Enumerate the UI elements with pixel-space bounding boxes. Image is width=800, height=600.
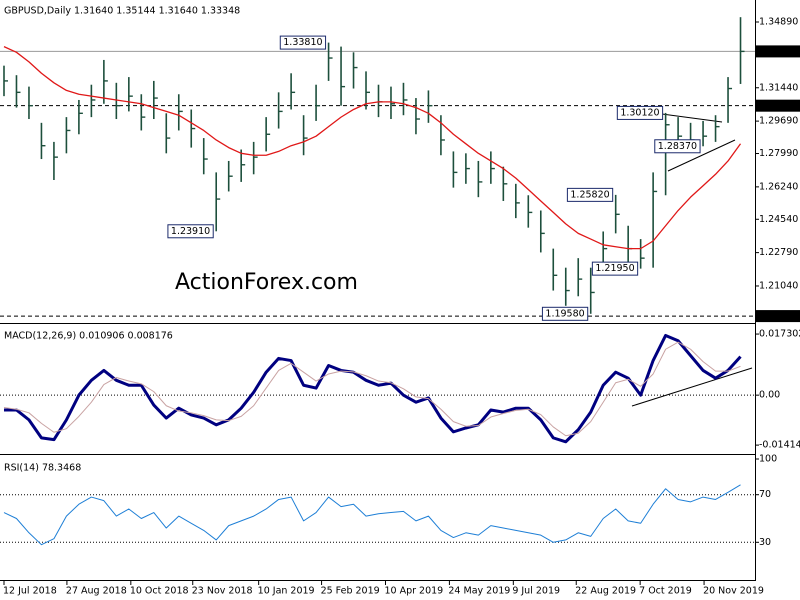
panel-title: MACD(12,26,9) 0.010906 0.008176 <box>4 331 173 342</box>
annotation-box <box>616 105 664 120</box>
panel-title: GBPUSD,Daily 1.31640 1.35144 1.31640 1.3… <box>4 6 240 17</box>
y-tick-label: 0.00 <box>759 390 780 401</box>
x-tick-label: 22 Aug 2019 <box>575 586 636 597</box>
macd-line <box>3 341 741 437</box>
watermark: ActionForex.com <box>175 270 358 295</box>
y-tick-label: 70 <box>759 489 771 500</box>
annotation-box <box>654 139 701 154</box>
annotation-label: 1.28370 <box>658 141 697 152</box>
x-tick-label: 10 Oct 2018 <box>130 586 189 597</box>
x-tick-label: 25 Feb 2019 <box>321 586 380 597</box>
moving-average <box>3 46 742 250</box>
y-tick-label: 1.26240 <box>759 181 798 192</box>
trend-line <box>661 113 723 123</box>
y-tick-label: 1.19460 <box>759 311 798 322</box>
y-tick-label: 0.017302 <box>759 329 800 340</box>
y-tick-label: 1.29690 <box>759 116 798 127</box>
annotation-box <box>279 35 327 50</box>
y-tick-label: 1.21040 <box>759 280 798 291</box>
price-label-bg <box>756 99 800 112</box>
trend-line <box>667 139 736 172</box>
macd-line <box>3 333 742 444</box>
trend-line <box>631 367 753 407</box>
y-tick-label: -0.014148 <box>759 440 800 451</box>
x-tick-label: 9 Jul 2019 <box>512 586 560 597</box>
x-tick-label: 12 Jul 2018 <box>3 586 57 597</box>
y-tick-label: 100 <box>759 454 777 465</box>
annotation-label: 1.33810 <box>283 37 322 48</box>
y-tick-label: 1.27990 <box>759 148 798 159</box>
x-tick-label: 7 Oct 2019 <box>639 586 692 597</box>
x-tick-label: 24 May 2019 <box>448 586 510 597</box>
annotation-label: 1.25820 <box>570 189 609 200</box>
price-label-bg <box>756 310 800 323</box>
x-tick-label: 10 Jan 2019 <box>258 586 315 597</box>
y-tick-label: 1.30500 <box>759 100 798 111</box>
x-tick-label: 10 Apr 2019 <box>384 586 443 597</box>
x-tick-label: 23 Nov 2018 <box>192 586 253 597</box>
y-tick-label: 1.24540 <box>759 214 798 225</box>
x-tick-label: 27 Aug 2018 <box>66 586 127 597</box>
annotation-label: 1.19580 <box>545 308 584 319</box>
annotation-label: 1.21950 <box>595 263 634 274</box>
annotation-label: 1.30120 <box>620 107 659 118</box>
rsi-line <box>3 484 741 546</box>
annotation-box <box>566 187 614 202</box>
annotation-box <box>167 224 214 239</box>
annotation-box <box>541 306 589 321</box>
y-tick-label: 1.34890 <box>759 17 798 28</box>
y-tick-label: 1.31440 <box>759 82 798 93</box>
panel-title: RSI(14) 78.3468 <box>4 463 81 474</box>
y-tick-label: 30 <box>759 537 771 548</box>
x-tick-label: 20 Nov 2019 <box>703 586 764 597</box>
y-tick-label: 1.22790 <box>759 247 798 258</box>
annotation-box <box>591 261 639 276</box>
price-label-bg <box>756 45 800 58</box>
y-tick-label: 1.33348 <box>759 46 798 57</box>
annotation-label: 1.23910 <box>171 226 210 237</box>
